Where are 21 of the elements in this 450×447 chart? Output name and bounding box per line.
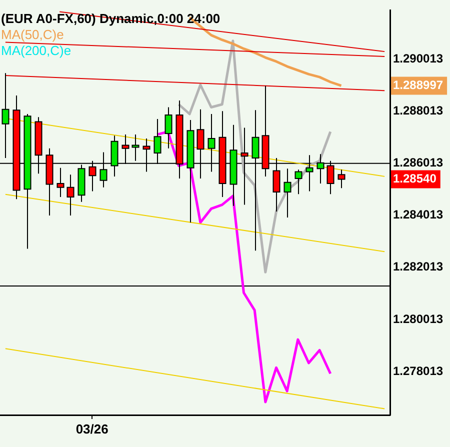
candlestick: [284, 168, 292, 218]
candlestick: [56, 167, 64, 198]
candlestick: [338, 169, 346, 189]
y-tick-label: 1.284013: [393, 208, 444, 222]
x-tick-label: 03/26: [76, 421, 108, 436]
y-tick-label: 1.280013: [393, 312, 444, 326]
y-tick-label: 1.290013: [393, 52, 444, 66]
candlestick: [294, 169, 302, 195]
y-tick-label: 1.288997: [393, 78, 444, 92]
y-tick-label: 1.278013: [393, 364, 444, 378]
candlestick: [164, 106, 172, 149]
y-tick-label: 1.288013: [393, 104, 444, 118]
text: MA(50,C)e: [1, 26, 64, 42]
chart-title: (EUR A0-FX,60) Dynamic,0:00 24:00: [1, 10, 220, 26]
candlestick: [2, 72, 10, 158]
legend-label: MA(200,C)e: [1, 42, 72, 58]
y-tick-label: 1.28540: [393, 172, 437, 186]
candlestick: [132, 134, 140, 162]
candlestick: [66, 174, 74, 216]
y-tick-label: 1.282013: [393, 260, 444, 274]
y-tick-label: 1.286013: [393, 156, 444, 170]
